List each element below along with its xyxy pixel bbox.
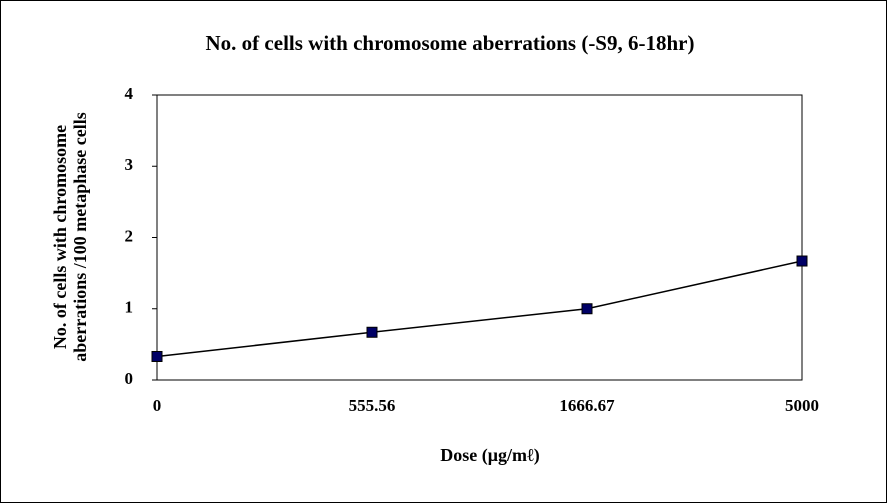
y-tick-label: 4 <box>125 84 134 103</box>
y-tick-label: 0 <box>125 369 134 388</box>
data-point <box>366 326 378 338</box>
y-axis-title-line: No. of cells with chromosome <box>50 125 70 349</box>
y-tick-label: 1 <box>125 298 134 317</box>
data-point <box>796 255 808 267</box>
y-axis-title-line: aberrations /100 metaphase cells <box>70 112 90 361</box>
x-tick-label: 5000 <box>785 396 819 415</box>
x-tick-label: 0 <box>153 396 162 415</box>
data-point <box>151 350 163 362</box>
y-tick-label: 2 <box>125 226 134 245</box>
y-axis-title: No. of cells with chromosome aberrations… <box>50 112 90 361</box>
chart-title: No. of cells with chromosome aberrations… <box>206 31 695 55</box>
x-tick-label: 555.56 <box>349 396 396 415</box>
x-axis-title: Dose (μg/mℓ) <box>440 445 539 466</box>
y-tick-label: 3 <box>125 155 134 174</box>
data-point <box>581 303 593 315</box>
x-tick-label: 1666.67 <box>559 396 615 415</box>
series-line <box>156 260 803 358</box>
